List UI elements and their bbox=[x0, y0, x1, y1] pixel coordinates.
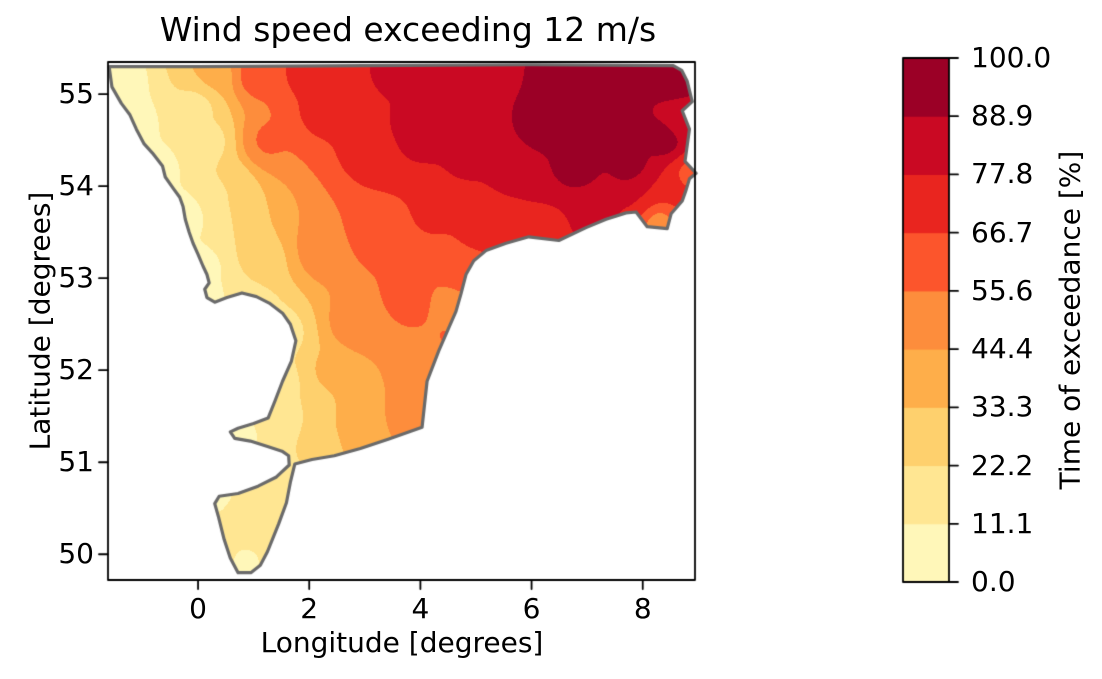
x-tick-label: 6 bbox=[522, 592, 541, 625]
y-axis-label: Latitude [degrees] bbox=[23, 191, 57, 451]
colorbar-tick-label: 100.0 bbox=[971, 41, 1052, 74]
y-tick-label: 53 bbox=[58, 261, 94, 295]
x-tick-label: 0 bbox=[189, 592, 207, 625]
x-tick-label: 4 bbox=[411, 592, 430, 625]
x-tick-label: 2 bbox=[300, 592, 319, 625]
chart-title: Wind speed exceeding 12 m/s bbox=[159, 10, 657, 49]
colorbar-tick-label: 11.1 bbox=[971, 506, 1034, 540]
x-axis-label: Longitude [degrees] bbox=[260, 626, 544, 659]
y-tick-label: 52 bbox=[58, 353, 94, 387]
y-tick-label: 50 bbox=[58, 537, 94, 571]
colorbar-tick-label: 22.2 bbox=[971, 448, 1034, 482]
colorbar-tick-label: 33.3 bbox=[971, 390, 1034, 424]
colorbar-tick-label: 88.9 bbox=[971, 99, 1034, 133]
colorbar-label: Time of exceedance [%] bbox=[1053, 150, 1087, 490]
y-tick-label: 51 bbox=[58, 445, 94, 479]
x-tick-label: 8 bbox=[633, 592, 652, 625]
colorbar-tick-label: 44.4 bbox=[971, 332, 1034, 366]
colorbar-tick-label: 0.0 bbox=[971, 565, 1016, 598]
colorbar-tick-label: 77.8 bbox=[971, 157, 1034, 191]
y-tick-label: 55 bbox=[58, 77, 94, 111]
colorbar-tick-label: 66.7 bbox=[971, 215, 1034, 249]
y-tick-label: 54 bbox=[58, 169, 94, 203]
colorbar-tick-label: 55.6 bbox=[971, 273, 1034, 307]
